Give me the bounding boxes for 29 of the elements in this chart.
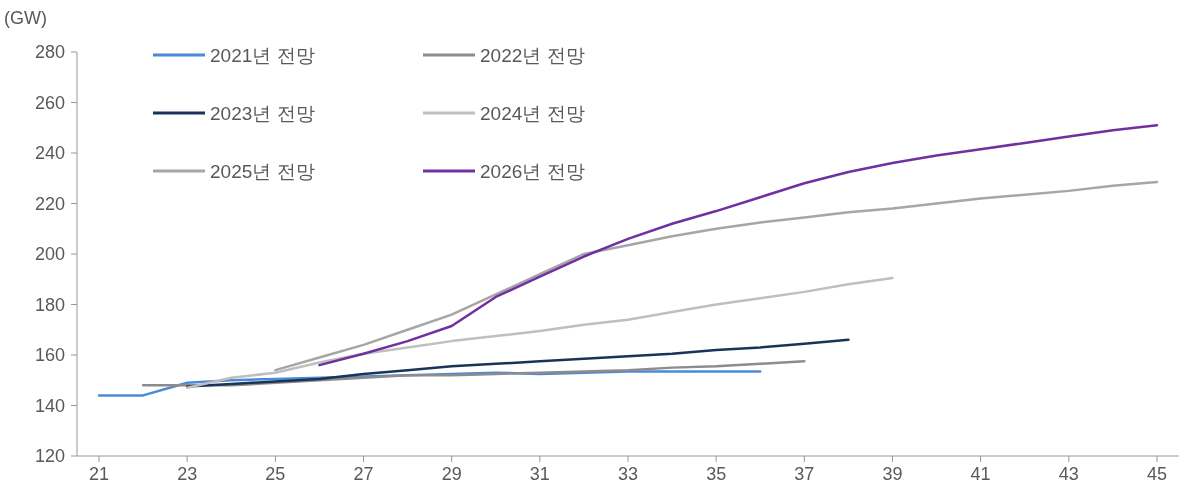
legend-label: 2025년 전망 (210, 160, 315, 182)
x-tick-label: 35 (706, 464, 727, 484)
legend-label: 2026년 전망 (480, 160, 585, 182)
x-tick-label: 33 (617, 464, 639, 484)
x-tick-label: 41 (970, 464, 991, 484)
legend-label: 2023년 전망 (210, 102, 315, 124)
y-tick-label: 240 (34, 143, 65, 163)
y-tick-label: 180 (34, 294, 65, 315)
y-tick-label: 220 (34, 193, 65, 214)
x-tick-label: 21 (89, 464, 110, 484)
x-tick-label: 23 (177, 464, 198, 484)
x-tick-label: 43 (1058, 464, 1079, 484)
x-tick-label: 27 (353, 464, 374, 484)
y-tick-label: 260 (34, 92, 65, 113)
y-tick-label: 160 (34, 345, 65, 365)
legend-label: 2024년 전망 (480, 102, 585, 124)
x-tick-label: 39 (882, 464, 903, 484)
x-tick-label: 45 (1146, 464, 1167, 484)
y-tick-label: 200 (34, 244, 65, 264)
y-tick-label: 280 (34, 42, 65, 62)
x-tick-label: 37 (794, 464, 815, 484)
legend-label: 2022년 전망 (480, 44, 585, 66)
y-axis-title: (GW) (4, 8, 47, 28)
x-tick-label: 25 (265, 464, 286, 484)
x-tick-label: 31 (529, 464, 550, 484)
y-tick-label: 140 (34, 395, 65, 416)
x-tick-label: 29 (441, 464, 462, 484)
y-tick-label: 120 (34, 446, 65, 466)
legend-label: 2021년 전망 (210, 44, 315, 66)
